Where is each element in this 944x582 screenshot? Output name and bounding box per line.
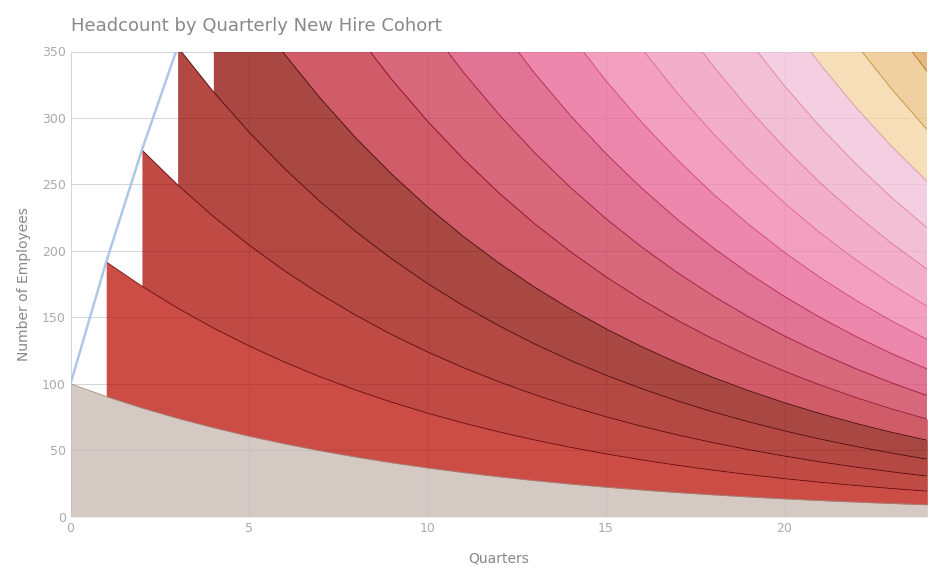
X-axis label: Quarters: Quarters	[468, 551, 530, 565]
Y-axis label: Number of Employees: Number of Employees	[17, 207, 30, 361]
Text: Headcount by Quarterly New Hire Cohort: Headcount by Quarterly New Hire Cohort	[71, 17, 441, 35]
